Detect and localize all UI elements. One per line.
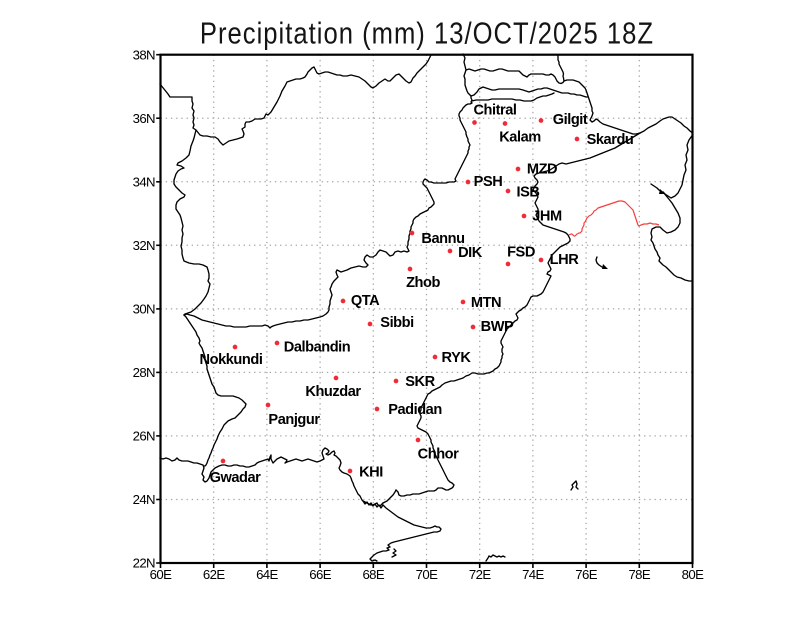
svg-text:ISB: ISB: [517, 184, 540, 200]
svg-text:MZD: MZD: [527, 161, 557, 177]
svg-text:22N: 22N: [133, 556, 155, 571]
svg-text:FSD: FSD: [507, 244, 535, 260]
svg-text:DIK: DIK: [458, 245, 483, 261]
svg-text:KHI: KHI: [359, 464, 383, 480]
svg-text:Dalbandin: Dalbandin: [284, 339, 351, 355]
svg-text:Chhor: Chhor: [418, 446, 459, 462]
svg-text:30N: 30N: [133, 302, 155, 317]
svg-text:MTN: MTN: [471, 295, 501, 311]
svg-text:Skardu: Skardu: [587, 132, 634, 148]
svg-text:62E: 62E: [203, 567, 225, 582]
svg-text:Kalam: Kalam: [499, 129, 541, 145]
svg-text:64E: 64E: [256, 567, 278, 582]
svg-text:QTA: QTA: [351, 293, 380, 309]
svg-text:JHM: JHM: [532, 208, 562, 224]
svg-text:38N: 38N: [133, 47, 155, 62]
svg-text:78E: 78E: [628, 567, 650, 582]
svg-text:Khuzdar: Khuzdar: [305, 384, 361, 400]
svg-text:SKR: SKR: [405, 374, 435, 390]
svg-text:Zhob: Zhob: [406, 275, 440, 291]
svg-text:26N: 26N: [133, 429, 155, 444]
svg-text:70E: 70E: [416, 567, 438, 582]
svg-text:Gwadar: Gwadar: [210, 470, 262, 486]
svg-text:Bannu: Bannu: [421, 231, 464, 247]
svg-text:36N: 36N: [133, 111, 155, 126]
svg-text:32N: 32N: [133, 238, 155, 253]
svg-text:Gilgit: Gilgit: [553, 112, 588, 128]
svg-text:80E: 80E: [682, 567, 704, 582]
svg-text:74E: 74E: [522, 567, 544, 582]
svg-text:LHR: LHR: [550, 252, 580, 268]
svg-text:24N: 24N: [133, 492, 155, 507]
svg-text:BWP: BWP: [481, 319, 514, 335]
svg-text:34N: 34N: [133, 175, 155, 190]
svg-text:Precipitation (mm) 13/OCT/2025: Precipitation (mm) 13/OCT/2025 18Z: [200, 16, 654, 50]
svg-text:72E: 72E: [469, 567, 491, 582]
svg-text:Nokkundi: Nokkundi: [200, 352, 263, 368]
svg-text:Panjgur: Panjgur: [268, 412, 320, 428]
svg-text:66E: 66E: [309, 567, 331, 582]
svg-text:60E: 60E: [150, 567, 172, 582]
svg-text:Sibbi: Sibbi: [380, 315, 414, 331]
svg-text:RYK: RYK: [442, 350, 472, 366]
svg-text:PSH: PSH: [474, 174, 503, 190]
svg-text:76E: 76E: [575, 567, 597, 582]
svg-text:Padidan: Padidan: [388, 402, 442, 418]
svg-text:Chitral: Chitral: [473, 102, 516, 118]
svg-text:28N: 28N: [133, 365, 155, 380]
svg-text:68E: 68E: [362, 567, 384, 582]
